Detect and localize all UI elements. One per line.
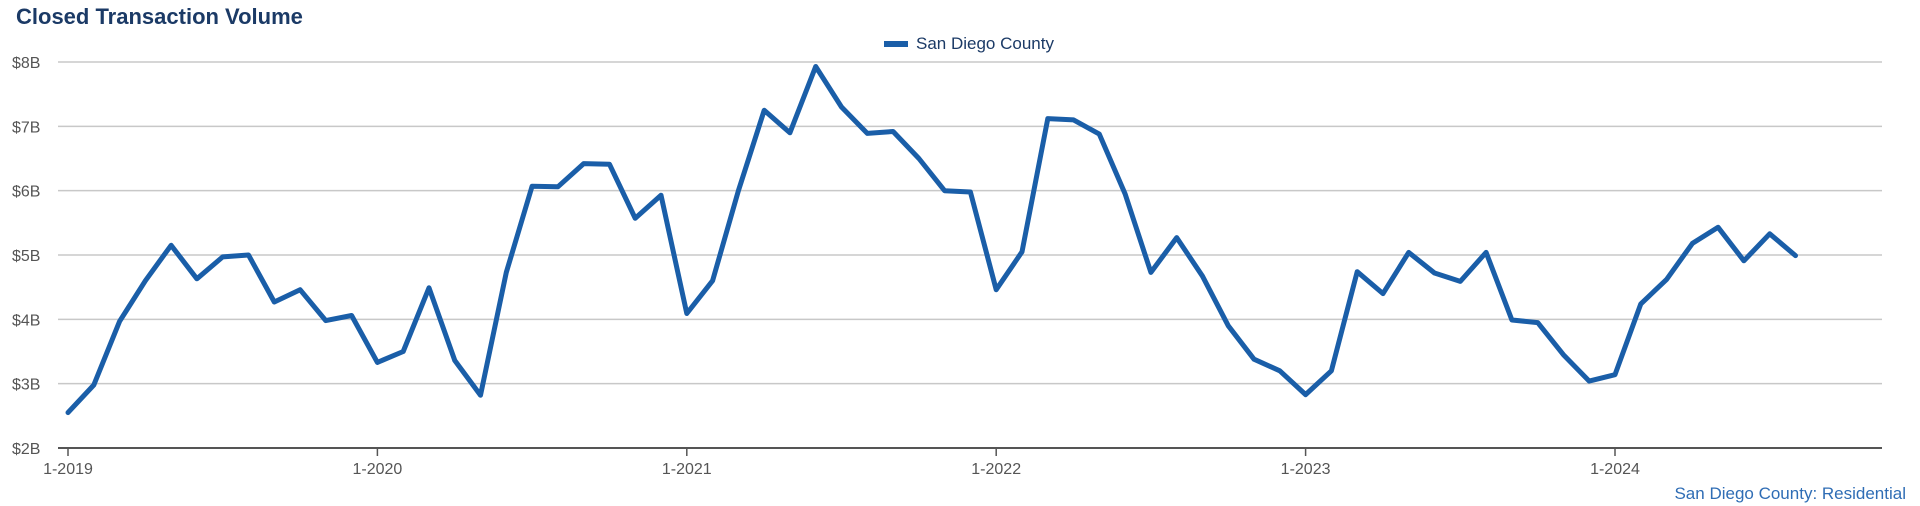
x-tick-label: 1-2022 [971, 461, 1021, 478]
x-tick-label: 1-2021 [662, 461, 712, 478]
series-layer [65, 64, 1798, 416]
legend-label: San Diego County [916, 34, 1054, 53]
y-tick-label: $3B [12, 377, 40, 394]
y-tick-label: $8B [12, 55, 40, 72]
series-line-san-diego-county [65, 64, 1798, 416]
y-axis-ticks: $2B $3B $4B $5B $6B $7B $8B [12, 55, 40, 458]
y-tick-label: $5B [12, 248, 40, 265]
x-tick-label: 1-2023 [1281, 461, 1331, 478]
grid-lines [58, 61, 1882, 449]
x-tick-label: 1-2024 [1590, 461, 1640, 478]
legend-swatch [884, 41, 908, 47]
x-tick-label: 1-2019 [43, 461, 93, 478]
y-tick-label: $2B [12, 441, 40, 458]
x-tick-label: 1-2020 [352, 461, 402, 478]
legend: San Diego County [884, 34, 1054, 54]
x-axis-ticks: 1-2019 1-2020 1-2021 1-2022 1-2023 1-2024 [43, 448, 1640, 478]
y-tick-label: $4B [12, 312, 40, 329]
y-tick-label: $7B [12, 119, 40, 136]
y-tick-label: $6B [12, 184, 40, 201]
source-note: San Diego County: Residential [1674, 484, 1906, 503]
chart-title: Closed Transaction Volume [16, 4, 303, 29]
